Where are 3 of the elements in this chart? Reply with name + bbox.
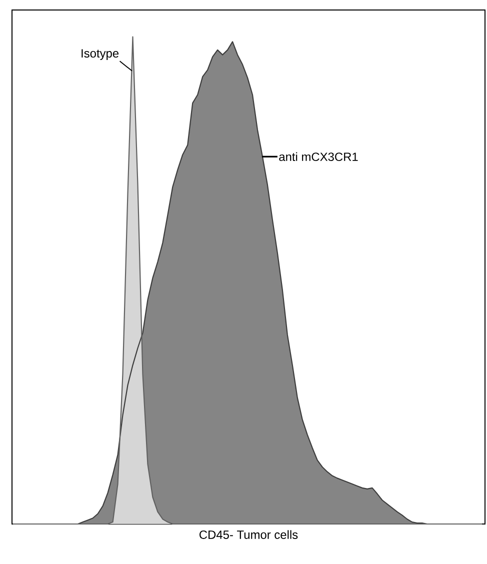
x-axis-title: CD45- Tumor cells xyxy=(200,530,298,539)
series-label: Isotype xyxy=(82,49,119,60)
series-label: anti mCX3CR1 xyxy=(279,152,358,162)
